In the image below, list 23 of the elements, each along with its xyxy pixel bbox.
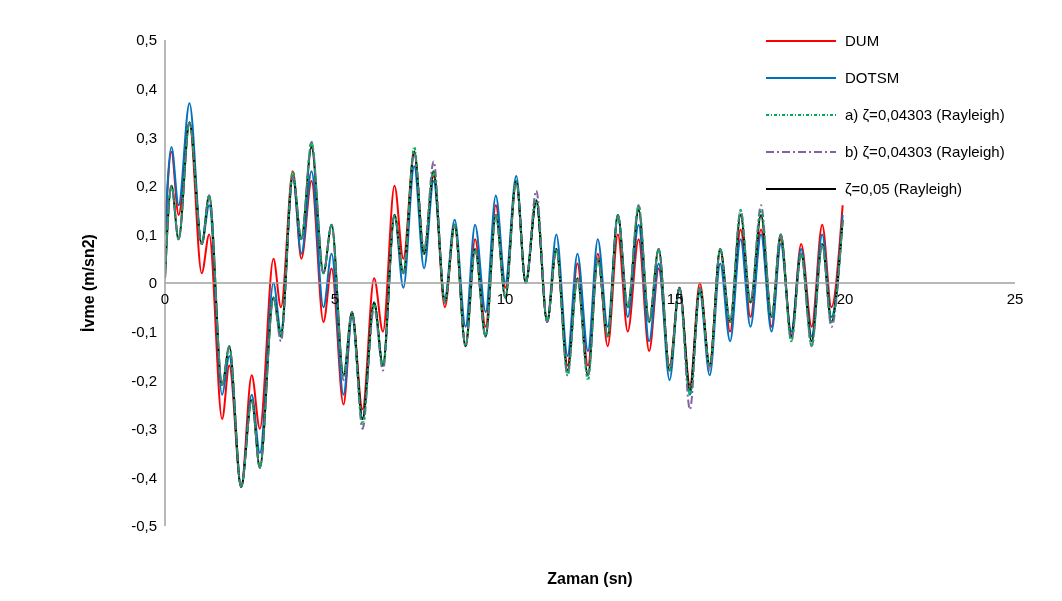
- y-tick-label: -0,1: [131, 322, 157, 340]
- x-tick-label: 25: [1006, 290, 1024, 308]
- legend-label: b) ζ=0,04303 (Rayleigh): [845, 143, 1005, 160]
- y-axis-title: İvme (m/sn2): [79, 234, 97, 332]
- y-tick-label: -0,3: [131, 420, 157, 438]
- y-tick-label: 0,4: [136, 79, 157, 97]
- y-tick-label: 0,5: [136, 31, 157, 49]
- x-tick-label: 10: [496, 290, 514, 308]
- y-tick-label: 0,1: [136, 225, 157, 243]
- y-tick-label: -0,4: [131, 468, 157, 486]
- y-tick-label: 0,3: [136, 128, 157, 146]
- legend-label: a) ζ=0,04303 (Rayleigh): [845, 106, 1005, 123]
- y-tick-label: 0: [148, 274, 157, 292]
- x-axis-title: Zaman (sn): [547, 570, 633, 587]
- y-tick-label: -0,5: [131, 517, 157, 535]
- legend-label: ζ=0,05 (Rayleigh): [845, 180, 963, 197]
- x-tick-label: 0: [160, 290, 170, 308]
- y-tick-label: 0,2: [136, 177, 157, 195]
- x-tick-label: 20: [836, 290, 854, 308]
- x-tick-label: 5: [330, 290, 340, 308]
- y-tick-label: -0,2: [131, 371, 157, 389]
- legend-label: DOTSM: [845, 69, 900, 86]
- legend-label: DUM: [845, 32, 880, 49]
